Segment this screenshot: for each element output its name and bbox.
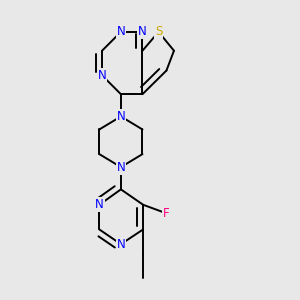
Text: F: F	[163, 207, 170, 220]
Text: S: S	[155, 26, 162, 38]
Text: N: N	[138, 26, 147, 38]
Text: N: N	[116, 160, 125, 174]
Text: N: N	[95, 198, 104, 211]
Text: N: N	[116, 238, 125, 251]
Text: N: N	[116, 110, 125, 123]
Text: N: N	[98, 69, 106, 82]
Text: N: N	[116, 26, 125, 38]
